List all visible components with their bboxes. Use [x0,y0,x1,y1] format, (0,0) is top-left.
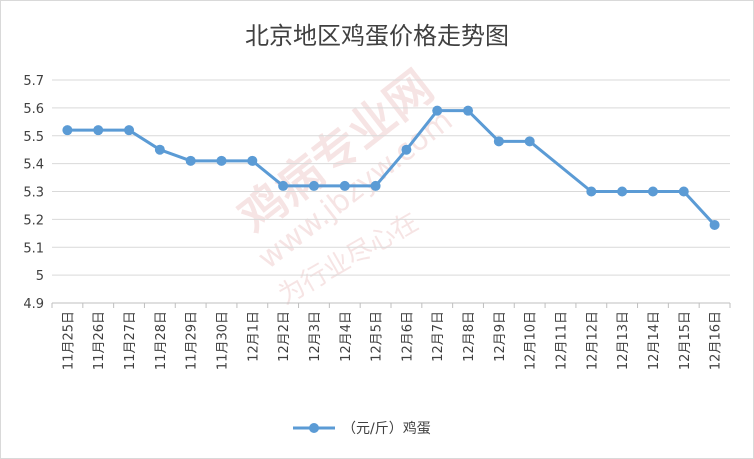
data-point [124,125,135,136]
x-tick-label: 11月28日 [154,311,169,370]
data-point [524,136,535,147]
x-tick-label: 11月27日 [123,311,138,370]
x-tick-label: 12月15日 [678,311,693,370]
series [62,105,720,230]
data-point [216,155,227,166]
data-point [709,219,720,230]
y-tick-label: 5.3 [23,186,44,201]
x-tick-label: 11月29日 [185,311,200,370]
data-point [247,155,258,166]
x-tick-label: 12月13日 [616,311,631,370]
y-tick-label: 5.4 [23,158,44,173]
x-tick-label: 11月30日 [216,311,231,370]
y-axis-ticks: 4.9 5 5.1 5.2 5.3 5.4 5.5 5.6 5.7 [23,74,44,312]
y-tick-label: 5.6 [23,102,44,117]
y-tick-label: 4.9 [23,297,44,312]
x-tick-label: 12月10日 [524,311,539,370]
x-tick-label: 12月4日 [339,311,354,362]
x-tick-label: 12月12日 [585,311,600,370]
x-axis-ticks: 11月25日 11月26日 11月27日 11月28日 11月29日 11月30日 12月1… [51,303,731,370]
legend-marker [309,423,319,433]
data-point [432,105,443,116]
x-tick-label: 12月5日 [370,311,385,362]
legend: （元/斤）鸡蛋 [293,420,431,437]
data-point [339,180,350,191]
data-point [463,105,474,116]
y-tick-label: 5.7 [23,74,44,89]
x-tick-label: 12月3日 [308,311,323,362]
x-tick-label: 12月9日 [493,311,508,362]
y-tick-label: 5.1 [23,241,44,256]
data-point [370,180,381,191]
x-tick-label: 12月14日 [647,311,662,370]
data-point [154,144,165,155]
data-point [308,180,319,191]
legend-label: （元/斤）鸡蛋 [342,420,431,437]
data-point [278,180,289,191]
x-tick-label: 12月8日 [462,311,477,362]
x-tick-label: 11月25日 [61,311,76,370]
x-tick-label: 12月16日 [709,311,724,370]
y-tick-label: 5.5 [23,130,44,145]
data-point [62,125,73,136]
y-tick-label: 5.2 [23,213,44,228]
data-point [586,186,597,197]
data-point [185,155,196,166]
x-tick-label: 12月7日 [431,311,446,362]
data-point [401,144,412,155]
x-tick-label: 12月1日 [246,311,261,362]
x-tick-label: 12月6日 [400,311,415,362]
chart-title: 北京地区鸡蛋价格走势图 [245,22,509,50]
data-point [493,136,504,147]
data-point [678,186,689,197]
data-point [93,125,104,136]
x-tick-label: 12月2日 [277,311,292,362]
x-tick-label: 11月26日 [92,311,107,370]
data-point [617,186,628,197]
y-tick-label: 5 [36,269,44,284]
x-tick-label: 12月11日 [555,311,570,370]
data-point [647,186,658,197]
